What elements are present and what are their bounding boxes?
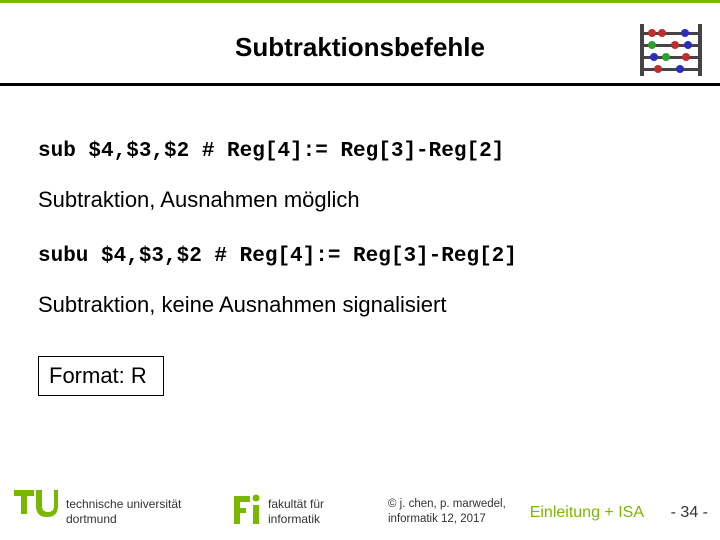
university-line1: technische universität bbox=[66, 497, 181, 511]
slide-title: Subtraktionsbefehle bbox=[0, 32, 720, 63]
tu-logo-icon bbox=[14, 490, 58, 518]
university-name: technische universität dortmund bbox=[66, 497, 181, 526]
code-line-2: subu $4,$3,$2 # Reg[4]:= Reg[3]-Reg[2] bbox=[38, 245, 682, 268]
slide-footer: technische universität dortmund fakultät… bbox=[0, 484, 720, 540]
paragraph-2: Subtraktion, keine Ausnahmen signalisier… bbox=[38, 292, 682, 318]
paragraph-1: Subtraktion, Ausnahmen möglich bbox=[38, 187, 682, 213]
university-line2: dortmund bbox=[66, 512, 117, 526]
chapter-label: Einleitung + ISA bbox=[530, 504, 644, 522]
fi-logo-icon bbox=[232, 492, 262, 526]
faculty-line1: fakultät für bbox=[268, 497, 324, 511]
faculty-line2: informatik bbox=[268, 512, 320, 526]
page-number: - 34 - bbox=[671, 504, 708, 522]
code-line-1: sub $4,$3,$2 # Reg[4]:= Reg[3]-Reg[2] bbox=[38, 140, 682, 163]
copyright-line1: © j. chen, p. marwedel, bbox=[388, 498, 506, 510]
faculty-name: fakultät für informatik bbox=[268, 497, 324, 526]
copyright-text: © j. chen, p. marwedel, informatik 12, 2… bbox=[388, 497, 506, 526]
slide-content: sub $4,$3,$2 # Reg[4]:= Reg[3]-Reg[2] Su… bbox=[38, 140, 682, 396]
copyright-line2: informatik 12, 2017 bbox=[388, 513, 486, 525]
abacus-icon bbox=[640, 24, 702, 76]
slide-header: Subtraktionsbefehle bbox=[0, 0, 720, 86]
format-box: Format: R bbox=[38, 356, 164, 396]
